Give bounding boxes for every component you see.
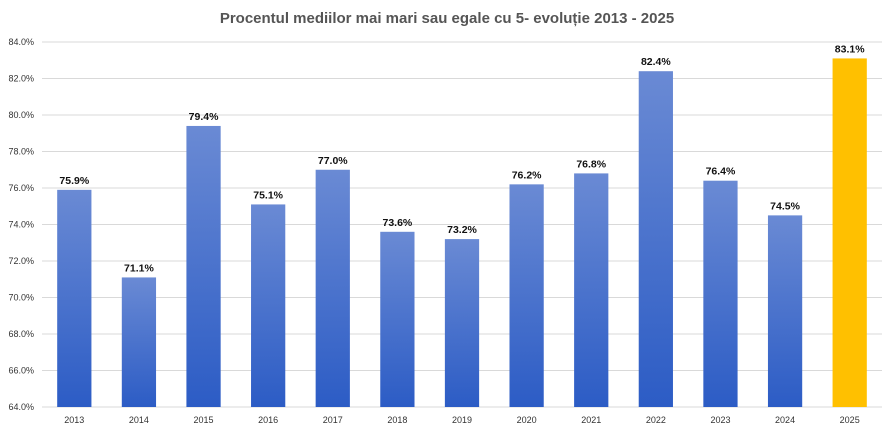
bars: [57, 58, 867, 408]
data-label-2023: 76.4%: [706, 166, 736, 178]
x-tick-label-2025: 2025: [840, 415, 860, 425]
y-tick-label: 74.0%: [8, 220, 34, 230]
x-tick-label-2023: 2023: [710, 415, 730, 425]
x-tick-label-2024: 2024: [775, 415, 795, 425]
x-tick-label-2019: 2019: [452, 415, 472, 425]
bar-2015: [186, 125, 221, 407]
data-label-2019: 73.2%: [447, 224, 477, 236]
x-tick-label-2021: 2021: [581, 415, 601, 425]
x-tick-label-2020: 2020: [517, 415, 537, 425]
x-tick-label-2017: 2017: [323, 415, 343, 425]
bar-2013: [57, 189, 92, 407]
data-label-2024: 74.5%: [770, 200, 800, 212]
data-label-2016: 75.1%: [253, 189, 283, 201]
bar-2018: [380, 231, 415, 407]
bar-2017: [315, 169, 350, 407]
bar-2014: [121, 277, 157, 407]
y-tick-label: 76.0%: [8, 183, 34, 193]
data-label-2014: 71.1%: [124, 262, 154, 274]
bar-2021: [574, 173, 609, 407]
data-label-2021: 76.8%: [576, 158, 606, 170]
chart-title: Procentul mediilor mai mari sau egale cu…: [220, 10, 674, 27]
bar-2020: [509, 184, 544, 407]
x-tick-label-2016: 2016: [258, 415, 278, 425]
bar-2024: [767, 215, 803, 407]
bar-2022: [638, 71, 673, 407]
y-tick-label: 72.0%: [8, 256, 34, 266]
x-tick-label-2014: 2014: [129, 415, 149, 425]
y-tick-label: 78.0%: [8, 147, 34, 157]
y-tick-label: 70.0%: [8, 293, 34, 303]
bar-2019: [444, 239, 480, 407]
data-label-2020: 76.2%: [512, 169, 542, 181]
bar-2016: [251, 204, 286, 407]
x-tick-label-2013: 2013: [64, 415, 84, 425]
bar-2025: [832, 58, 867, 408]
x-tick-label-2022: 2022: [646, 415, 666, 425]
y-tick-label: 64.0%: [8, 402, 34, 412]
data-labels: 75.9% 71.1% 79.4% 75.1% 77.0% 73.6% 73.2% 76.2%…: [59, 43, 865, 274]
bar-2023: [703, 180, 738, 407]
data-label-2017: 77.0%: [318, 155, 348, 167]
y-tick-label: 68.0%: [8, 329, 34, 339]
y-tick-label: 82.0%: [8, 74, 34, 84]
data-label-2022: 82.4%: [641, 56, 671, 68]
y-axis-ticks: 64.0% 66.0% 68.0% 70.0% 72.0% 74.0% 76.0% 78.0%…: [8, 37, 34, 412]
x-tick-label-2015: 2015: [194, 415, 214, 425]
y-tick-label: 66.0%: [8, 366, 34, 376]
data-label-2018: 73.6%: [382, 217, 412, 229]
y-tick-label: 84.0%: [8, 37, 34, 47]
y-tick-label: 80.0%: [8, 110, 34, 120]
data-label-2013: 75.9%: [59, 175, 89, 187]
data-label-2025: 83.1%: [835, 43, 865, 55]
x-axis-ticks: 2013 2014 2015 2016 2017 2018 2019 2020 2021 2022…: [64, 415, 859, 425]
x-tick-label-2018: 2018: [387, 415, 407, 425]
data-label-2015: 79.4%: [189, 111, 219, 123]
